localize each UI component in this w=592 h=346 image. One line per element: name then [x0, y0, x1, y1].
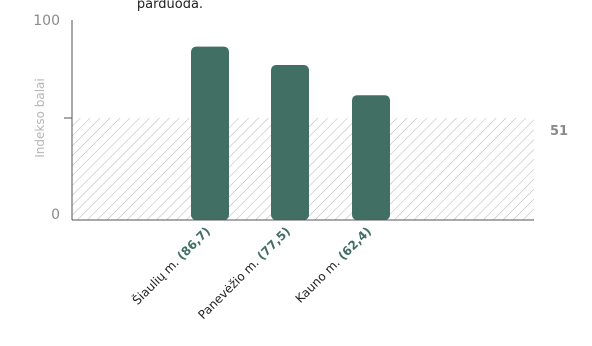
category-name: Šiaulių m.: [129, 252, 184, 307]
y-tick-label-max: 100: [33, 13, 60, 29]
category-labels-group: Šiaulių m. (86,7)Panevėžio m. (77,5)Kaun…: [129, 224, 374, 322]
category-label-1: Šiaulių m. (86,7): [129, 224, 213, 308]
reference-value-label: 51: [550, 124, 568, 139]
category-label-2: Panevėžio m. (77,5): [195, 224, 293, 322]
category-value: (77,5): [255, 224, 294, 263]
y-tick-label-min: 0: [51, 207, 60, 223]
chart-title-fragment: parduoda.: [137, 0, 203, 12]
bars-group: [191, 46, 390, 220]
bar-1: [191, 46, 229, 220]
category-label-3: Kauno m. (62,4): [293, 224, 375, 306]
category-name: Panevėžio m.: [195, 253, 264, 322]
category-value: (86,7): [175, 224, 214, 263]
bar-3: [352, 95, 390, 220]
y-axis-label: Indekso balai: [33, 78, 47, 158]
category-name: Kauno m.: [293, 253, 346, 306]
bar-2: [271, 65, 309, 220]
category-value: (62,4): [336, 224, 375, 263]
